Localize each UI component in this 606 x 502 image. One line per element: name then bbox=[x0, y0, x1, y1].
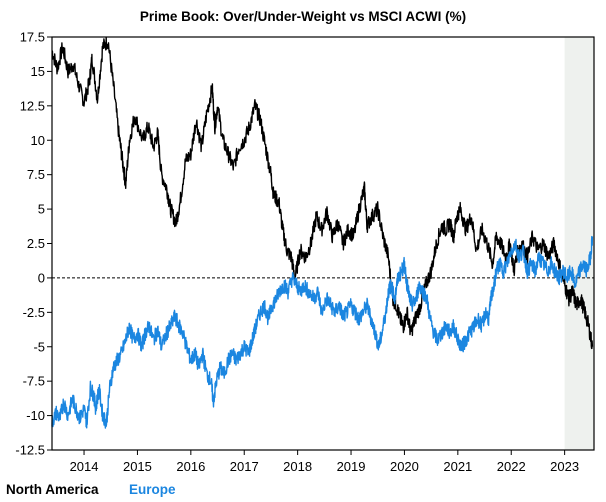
x-tick-label: 2020 bbox=[390, 459, 419, 474]
y-tick-label: 10 bbox=[31, 133, 45, 148]
series-north-america-line bbox=[51, 36, 594, 350]
x-tick-label: 2017 bbox=[230, 459, 259, 474]
y-tick-label: -7.5 bbox=[23, 374, 45, 389]
y-tick-label: 17.5 bbox=[20, 30, 45, 45]
chart-title: Prime Book: Over/Under-Weight vs MSCI AC… bbox=[140, 9, 466, 24]
x-tick-label: 2022 bbox=[497, 459, 526, 474]
y-tick-label: 5 bbox=[38, 202, 45, 217]
x-tick-label: 2015 bbox=[123, 459, 152, 474]
series-europe-line bbox=[51, 235, 594, 429]
forecast-shaded-region bbox=[564, 37, 594, 450]
x-tick-label: 2019 bbox=[337, 459, 366, 474]
x-axis: 2014 2015 2016 2017 2018 2019 2020 2021 2022 2023 bbox=[70, 450, 579, 474]
x-tick-label: 2014 bbox=[70, 459, 99, 474]
x-tick-label: 2023 bbox=[550, 459, 579, 474]
x-tick-label: 2016 bbox=[176, 459, 205, 474]
y-axis: 17.5 15 12.5 10 7.5 5 2.5 0 -2.5 -5 -7.5 -10 -12.5 bbox=[15, 30, 52, 458]
y-tick-label: -10 bbox=[26, 408, 45, 423]
x-tick-label: 2018 bbox=[283, 459, 312, 474]
y-tick-label: -5 bbox=[33, 339, 45, 354]
x-tick-label: 2021 bbox=[443, 459, 472, 474]
series-layer bbox=[51, 36, 594, 429]
y-tick-label: 2.5 bbox=[27, 236, 45, 251]
legend-north-america: North America bbox=[6, 482, 99, 497]
y-tick-label: -12.5 bbox=[15, 443, 45, 458]
y-tick-label: 7.5 bbox=[27, 167, 45, 182]
legend-europe: Europe bbox=[129, 482, 176, 497]
legend: North America Europe bbox=[6, 482, 176, 497]
y-tick-label: 12.5 bbox=[20, 98, 45, 113]
y-tick-label: -2.5 bbox=[23, 305, 45, 320]
y-tick-label: 15 bbox=[31, 64, 45, 79]
y-tick-label: 0 bbox=[38, 270, 45, 285]
plot-frame bbox=[51, 36, 595, 451]
